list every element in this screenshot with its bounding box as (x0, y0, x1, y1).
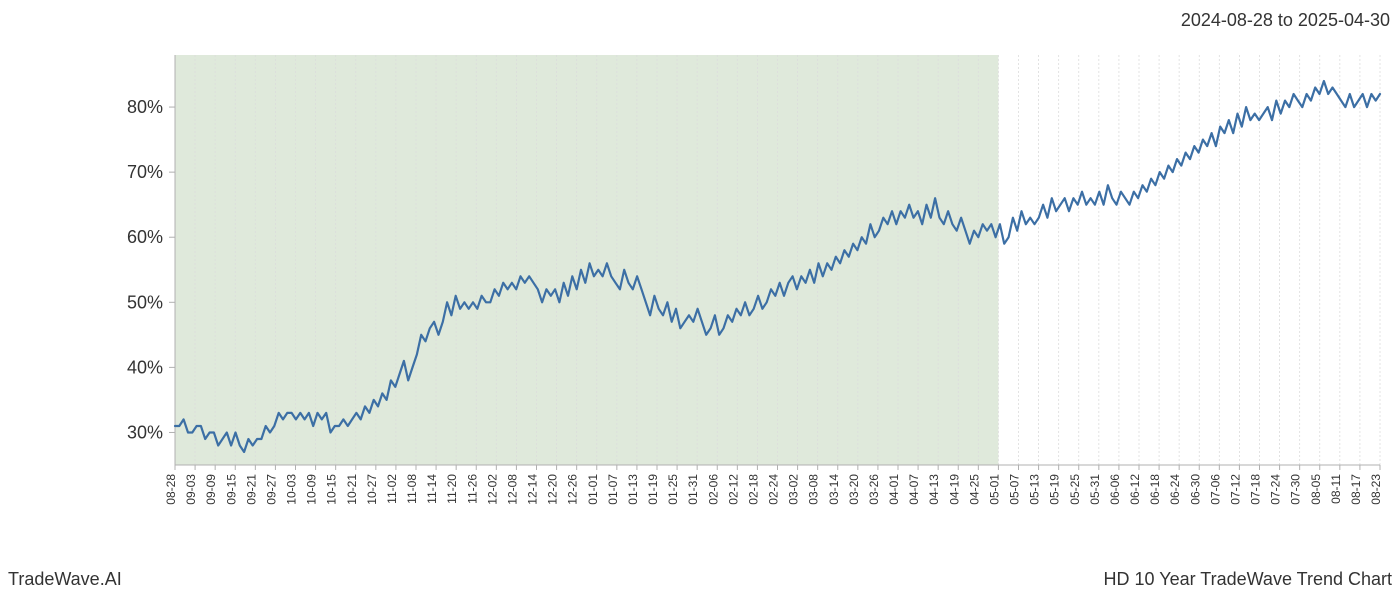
y-tick-label: 70% (127, 162, 163, 182)
grid (175, 55, 1380, 465)
x-tick-label: 11-08 (405, 474, 419, 504)
trend-chart: 30% 40% 50% 60% 70% 80% 08-28 09-03 09-09 09-15 09… (0, 45, 1400, 545)
x-tick-label: 10-15 (325, 474, 339, 505)
x-tick-label: 06-18 (1148, 474, 1162, 505)
x-tick-label: 04-01 (887, 474, 901, 505)
x-tick-label: 05-31 (1088, 474, 1102, 505)
x-tick-label: 10-27 (365, 474, 379, 505)
y-tick-label: 80% (127, 97, 163, 117)
x-tick-label: 04-19 (947, 474, 961, 505)
footer-brand: TradeWave.AI (8, 569, 122, 590)
x-tick-label: 11-14 (425, 474, 439, 504)
x-tick-label: 09-09 (204, 474, 218, 505)
x-tick-label: 08-17 (1349, 474, 1363, 505)
x-tick-label: 01-13 (626, 474, 640, 505)
x-tick-label: 03-26 (867, 474, 881, 505)
x-tick-label: 12-20 (546, 474, 560, 505)
x-tick-label: 06-12 (1128, 474, 1142, 505)
x-tick-label: 11-20 (445, 474, 459, 504)
x-tick-label: 01-07 (606, 474, 620, 505)
x-tick-label: 05-07 (1008, 474, 1022, 505)
x-tick-label: 12-08 (505, 474, 519, 505)
x-tick-label: 11-02 (385, 474, 399, 504)
x-tick-label: 08-11 (1329, 474, 1343, 504)
x-tick-label: 12-02 (485, 474, 499, 505)
x-tick-label: 07-06 (1208, 474, 1222, 505)
x-tick-label: 04-13 (927, 474, 941, 505)
x-tick-label: 05-25 (1068, 474, 1082, 505)
chart-title: HD 10 Year TradeWave Trend Chart (1104, 569, 1392, 590)
x-tick-label: 05-13 (1028, 474, 1042, 505)
x-tick-label: 12-14 (526, 474, 540, 505)
x-tick-label: 07-30 (1289, 474, 1303, 505)
x-tick-label: 07-12 (1228, 474, 1242, 505)
x-tick-label: 08-05 (1309, 474, 1323, 505)
x-tick-label: 08-23 (1369, 474, 1383, 505)
x-tick-label: 09-27 (264, 474, 278, 505)
x-tick-label: 10-03 (285, 474, 299, 505)
x-tick-label: 02-06 (706, 474, 720, 505)
x-tick-label: 09-21 (244, 474, 258, 505)
x-tick-label: 01-31 (686, 474, 700, 505)
x-tick-label: 02-12 (726, 474, 740, 505)
x-tick-label: 07-24 (1269, 474, 1283, 505)
x-tick-label: 03-08 (807, 474, 821, 505)
x-tick-label: 10-09 (305, 474, 319, 505)
x-tick-label: 05-01 (987, 474, 1001, 505)
x-tick-label: 09-03 (184, 474, 198, 505)
y-tick-label: 50% (127, 292, 163, 312)
x-tick-label: 01-25 (666, 474, 680, 505)
x-tick-label: 03-02 (787, 474, 801, 505)
x-tick-label: 01-19 (646, 474, 660, 505)
x-tick-label: 05-19 (1048, 474, 1062, 505)
x-tick-label: 10-21 (345, 474, 359, 505)
x-tick-label: 11-26 (465, 474, 479, 504)
x-tick-label: 02-18 (746, 474, 760, 505)
y-tick-label: 40% (127, 357, 163, 377)
x-tick-label: 03-20 (847, 474, 861, 505)
x-tick-label: 01-01 (586, 474, 600, 505)
x-tick-label: 02-24 (767, 474, 781, 505)
x-tick-label: 04-25 (967, 474, 981, 505)
x-tick-label: 03-14 (827, 474, 841, 505)
x-tick-label: 12-26 (566, 474, 580, 505)
x-tick-label: 06-24 (1168, 474, 1182, 505)
date-range: 2024-08-28 to 2025-04-30 (1181, 10, 1390, 31)
x-tick-label: 09-15 (224, 474, 238, 505)
x-tick-label: 04-07 (907, 474, 921, 505)
y-tick-label: 60% (127, 227, 163, 247)
x-tick-label: 07-18 (1249, 474, 1263, 505)
x-tick-label: 08-28 (164, 474, 178, 505)
y-tick-label: 30% (127, 422, 163, 442)
x-tick-label: 06-30 (1188, 474, 1202, 505)
highlight-region (175, 55, 998, 465)
x-tick-label: 06-06 (1108, 474, 1122, 505)
